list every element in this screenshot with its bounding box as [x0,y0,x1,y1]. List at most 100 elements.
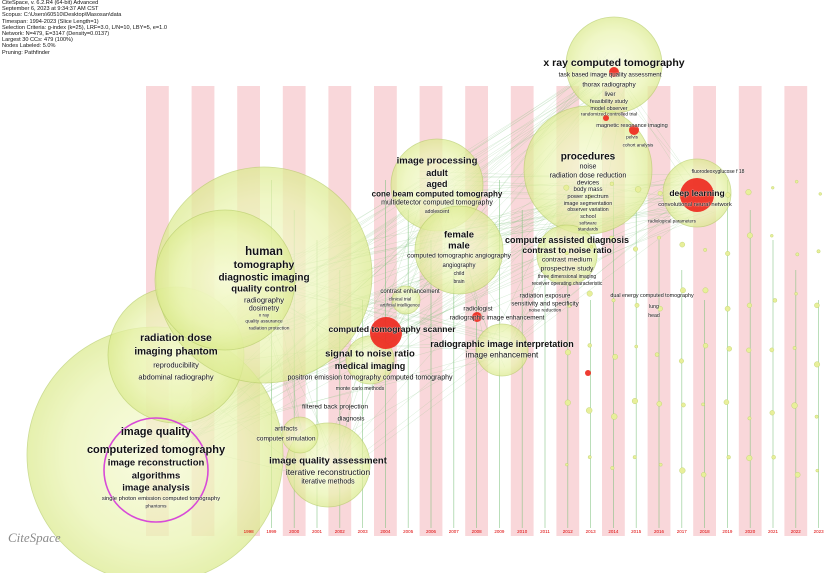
keyword-node [659,463,662,466]
keyword-node [771,186,774,189]
year-label: 1999 [266,529,276,534]
keyword-label: head [648,313,660,319]
keyword-label: computer assisted diagnosis [505,235,629,245]
keyword-label: cohort analysis [623,143,654,148]
keyword-label: prospective study [541,266,594,273]
keyword-node [724,400,729,405]
year-label: 2021 [768,529,778,534]
keyword-label: devices [577,180,599,187]
keyword-node [657,236,660,239]
keyword-label: algorithms [132,471,181,482]
keyword-node [701,403,704,406]
keyword-label: cone beam computed tomography [372,190,503,199]
year-label: 2008 [472,529,482,534]
keyword-node [772,455,776,459]
year-label: 2015 [631,529,641,534]
keyword-label: observer variation [567,207,608,213]
keyword-node [703,288,708,293]
keyword-node [703,248,706,251]
keyword-label: receiver operating characteristic [532,281,603,287]
keyword-label: monte carlo methods [336,386,384,392]
keyword-label: liver [604,92,615,98]
keyword-node [814,362,820,368]
keyword-node [679,468,685,474]
keyword-node [657,401,662,406]
keyword-label: radiography [244,296,284,305]
keyword-label: thorax radiography [582,82,635,89]
year-label: 2016 [654,529,664,534]
metadata-panel: CiteSpace, v. 6.2.R4 (64-bit) Advanced S… [2,0,167,56]
keyword-label: body mass [573,187,602,193]
keyword-label: quality assurance [245,320,282,325]
keyword-label: positron emission tomography computed to… [288,375,453,382]
keyword-label: power spectrum [567,194,608,200]
keyword-label: feasibility study [590,99,628,105]
keyword-node [816,469,819,472]
keyword-node [586,408,592,414]
keyword-label: adult [426,168,448,178]
keyword-label: image quality assessment [269,456,387,467]
keyword-label: artifacts [274,426,297,433]
keyword-node [658,191,662,195]
keyword-label: abdominal radiography [138,373,213,382]
keyword-label: radiographic image enhancement [450,315,545,322]
keyword-label: filtered back projection [302,404,368,411]
keyword-label: computer simulation [256,436,315,443]
keyword-node [795,472,800,477]
year-label: 2014 [608,529,618,534]
keyword-node [770,410,775,415]
keyword-node [680,242,685,247]
keyword-label: radiation protection [249,327,290,332]
keyword-label: tomography [234,259,295,271]
keyword-label: school [580,214,596,220]
keyword-label: radiographic image interpretation [430,339,574,349]
year-label: 2018 [700,529,710,534]
keyword-label: x ray computed tomography [543,57,684,69]
year-label: 2003 [358,529,368,534]
keyword-label: noise [580,164,597,171]
keyword-label: lung [649,304,659,310]
keyword-label: radiologist [463,306,492,313]
keyword-label: single photon emission computed tomograp… [102,496,220,502]
keyword-node [565,463,568,466]
keyword-node [681,403,685,407]
keyword-label: standards [578,227,598,232]
burst-node [585,370,591,376]
keyword-label: signal to noise ratio [325,349,415,360]
keyword-label: computed tomography scanner [328,324,455,334]
keyword-label: dosimetry [249,306,279,313]
keyword-label: image processing [397,156,478,167]
keyword-label: quality control [231,284,296,295]
keyword-node [815,415,818,418]
keyword-label: human [245,246,283,258]
keyword-label: diagnosis [337,416,364,423]
keyword-label: aged [426,179,447,189]
year-label: 2001 [312,529,322,534]
keyword-label: iterative reconstruction [286,467,370,477]
keyword-label: sensitivity and specificity [511,301,578,308]
keyword-node [633,247,638,252]
keyword-label: brain [453,279,464,285]
keyword-node [795,292,798,295]
keyword-label: procedures [561,152,615,163]
keyword-node [725,193,730,198]
keyword-node [635,303,639,307]
year-label: 2002 [335,529,345,534]
keyword-node [770,348,774,352]
keyword-node [588,343,592,347]
keyword-node [725,306,730,311]
year-label: 2005 [403,529,413,534]
keyword-node [565,350,570,355]
keyword-label: image reconstruction [108,458,205,469]
keyword-node [612,299,615,302]
keyword-label: iterative methods [301,479,354,486]
keyword-label: convolutional neural network [658,202,731,208]
year-label: 2004 [380,529,390,534]
keyword-node [727,346,732,351]
keyword-label: deep learning [669,188,724,198]
keyword-label: phantoms [145,505,166,510]
keyword-label: contrast to noise ratio [522,245,611,255]
keyword-node [727,455,731,459]
keyword-node [770,234,773,237]
citespace-logo: CiteSpace [8,530,61,546]
